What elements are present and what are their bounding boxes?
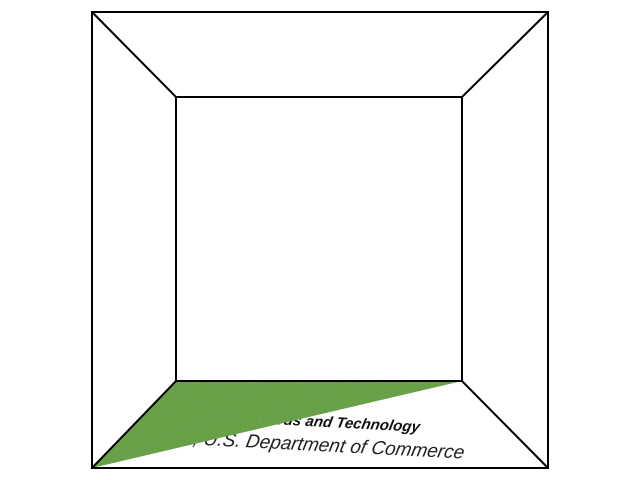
edge-top-left bbox=[91, 11, 177, 98]
edge-bottom-left bbox=[91, 380, 177, 469]
room-wireframe bbox=[91, 11, 549, 469]
back-wall bbox=[175, 96, 463, 382]
outer-frame bbox=[91, 11, 549, 469]
edge-top-right bbox=[461, 11, 549, 98]
edge-bottom-right bbox=[461, 380, 549, 469]
